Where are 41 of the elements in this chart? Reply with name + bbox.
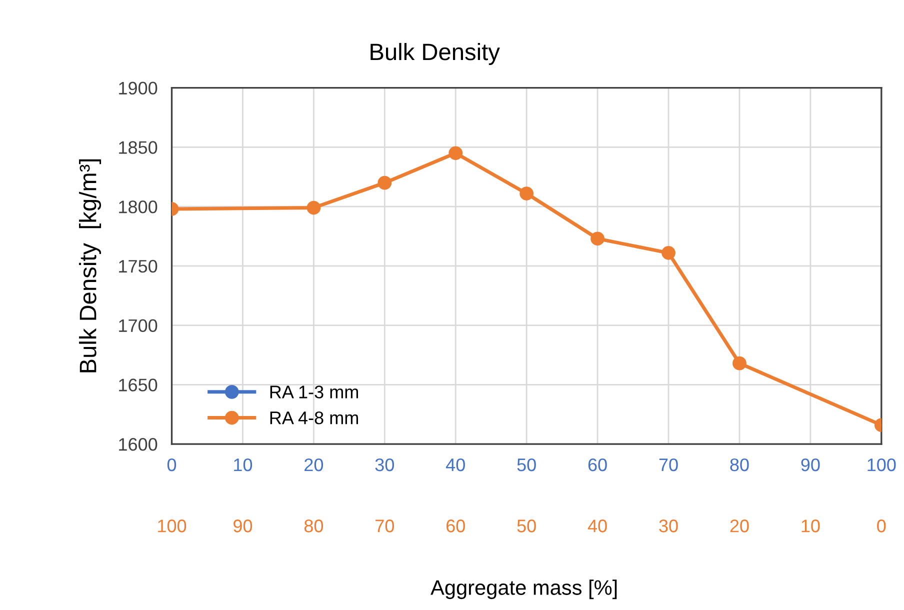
point (520, 186, 534, 200)
x-tick-label: 0 (167, 458, 176, 472)
x2-tick-label: 80 (304, 520, 324, 532)
x2-tick-label: 100 (158, 520, 186, 532)
x-tick-label: 90 (801, 458, 820, 472)
x2-tick-label: 40 (588, 520, 607, 532)
point (306, 200, 321, 215)
legend-label: RA 4-8 mm (270, 411, 358, 424)
x2-tick-label: 70 (376, 520, 394, 532)
x2-tick-label: 60 (446, 520, 465, 532)
x-tick-label: 70 (659, 458, 678, 472)
y-tick-label: 1750 (119, 260, 158, 273)
y-tick-label: 1600 (119, 438, 158, 451)
chart-title: Bulk Density (370, 42, 500, 65)
point (448, 146, 463, 160)
point (378, 176, 392, 190)
y-tick-label: 1900 (119, 82, 158, 95)
x-tick-label: 60 (588, 458, 607, 472)
x-axis-title: Aggregate mass [%] (430, 580, 617, 600)
y-tick-label: 1650 (119, 378, 158, 392)
x-tick-label: 50 (517, 458, 536, 472)
x-tick-label: 20 (304, 458, 324, 472)
x2-tick-label: 0 (877, 520, 886, 532)
x-tick-label: 100 (868, 458, 896, 472)
x-tick-label: 40 (446, 458, 465, 472)
point (590, 232, 604, 246)
x2-tick-label: 30 (659, 520, 678, 532)
legend-label: RA 1-3 mm (270, 386, 358, 398)
y-tick-label: 1800 (119, 200, 158, 214)
x2-tick-label: 50 (517, 520, 536, 532)
y-axis-title: Bulk Density [kg/m³] (79, 159, 102, 372)
y-tick-label: 1850 (119, 141, 158, 154)
point (732, 356, 746, 370)
x2-tick-label: 20 (730, 520, 749, 532)
x-tick-label: 80 (730, 458, 749, 472)
point (662, 246, 676, 260)
x2-tick-label: 90 (234, 520, 252, 532)
y-tick-label: 1700 (119, 319, 158, 332)
x-tick-label: 30 (375, 458, 394, 472)
x2-tick-label: 10 (802, 520, 820, 532)
x-tick-label: 10 (234, 458, 252, 472)
